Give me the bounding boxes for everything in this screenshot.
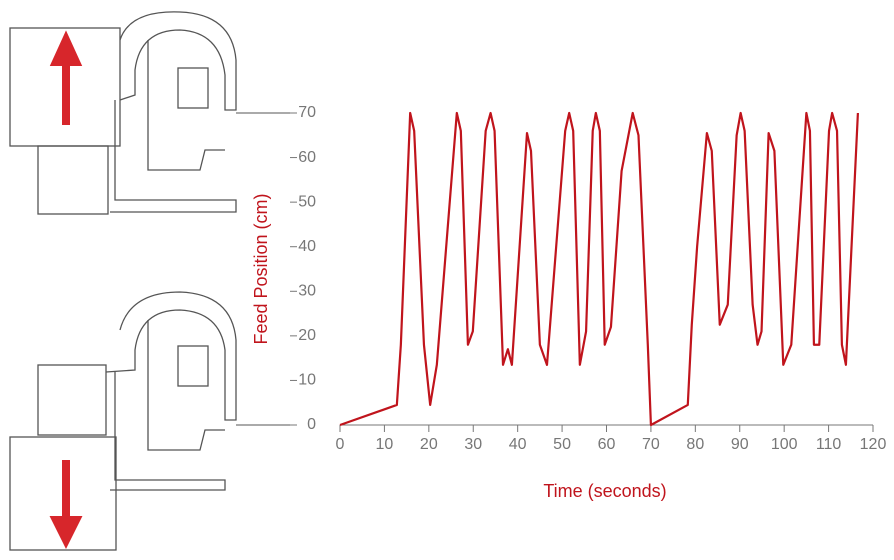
x-tick-label: 110	[816, 436, 842, 453]
y-tick-label: 30	[298, 283, 316, 300]
x-tick-label: 0	[336, 436, 345, 453]
machine-illustration-top	[9, 11, 290, 215]
x-tick-label: 10	[376, 436, 394, 453]
x-tick-label: 80	[686, 436, 704, 453]
x-tick-label: 100	[771, 436, 798, 453]
y-tick-label: 60	[298, 149, 316, 166]
data-line	[339, 111, 859, 427]
x-tick-label: 50	[553, 436, 571, 453]
y-tick-label: 0	[307, 416, 316, 433]
y-tick-label: 50	[298, 193, 316, 210]
x-tick-label: 90	[731, 436, 749, 453]
x-tick-label: 40	[509, 436, 527, 453]
y-axis-label: Feed Position (cm)	[251, 193, 271, 344]
x-tick-label: 120	[860, 436, 887, 453]
y-tick-label: 70	[298, 104, 316, 121]
x-tick-label: 20	[420, 436, 438, 453]
y-tick-label: 20	[298, 327, 316, 344]
machine-illustration-bottom	[9, 291, 290, 551]
y-tick-label: 40	[298, 238, 316, 255]
x-tick-label: 30	[464, 436, 482, 453]
x-tick-label: 60	[598, 436, 616, 453]
x-axis-label: Time (seconds)	[543, 481, 666, 501]
y-tick-label: 10	[298, 372, 316, 389]
x-tick-label: 70	[642, 436, 660, 453]
